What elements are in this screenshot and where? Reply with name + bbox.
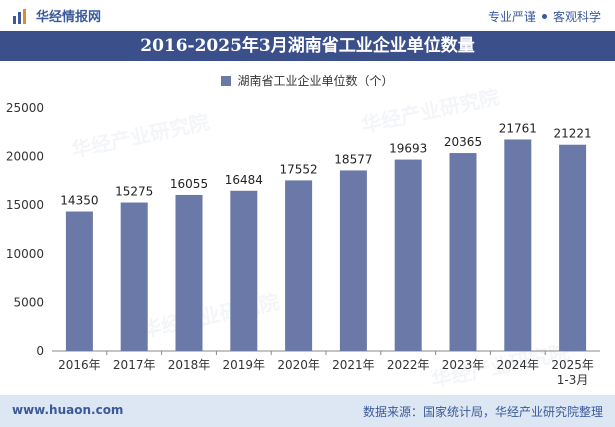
legend-swatch: [221, 75, 232, 86]
y-tick-label: 0: [36, 344, 44, 358]
footer: www.huaon.com 数据来源：国家统计局，华经产业研究院整理: [0, 395, 615, 427]
data-label: 21761: [499, 121, 537, 135]
x-tick-label: 2017年: [113, 358, 156, 372]
y-tick-label: 15000: [6, 198, 44, 212]
bar: [394, 159, 422, 351]
bar: [449, 153, 477, 351]
legend-label: 湖南省工业企业单位数（个）: [237, 74, 394, 88]
x-tick-label: 2019年: [223, 358, 266, 372]
bar: [559, 144, 587, 351]
legend: 湖南省工业企业单位数（个）: [0, 72, 615, 89]
bar: [230, 190, 258, 351]
data-label: 15275: [115, 185, 153, 199]
bar: [120, 202, 148, 351]
brand[interactable]: 华经情报网: [12, 6, 101, 25]
data-label: 19693: [389, 142, 427, 156]
website-link[interactable]: www.huaon.com: [12, 403, 124, 417]
bar: [339, 170, 367, 351]
chart-title: 2016-2025年3月湖南省工业企业单位数量: [0, 31, 615, 61]
y-tick-label: 20000: [6, 150, 44, 164]
y-tick-label: 5000: [13, 295, 44, 309]
x-tick-label: 2025年 1-3月: [551, 358, 594, 387]
bar: [285, 180, 313, 351]
x-tick-label: 2018年: [168, 358, 211, 372]
y-tick-label: 25000: [6, 101, 44, 115]
tagline-right: 客观科学: [552, 10, 601, 24]
x-tick-label: 2021年: [332, 358, 375, 372]
data-label: 21221: [554, 127, 592, 141]
brand-name: 华经情报网: [36, 10, 102, 25]
data-label: 18577: [334, 152, 372, 166]
x-tick-label: 2020年: [277, 358, 320, 372]
top-bar: 华经情报网 专业严谨 客观科学: [0, 0, 615, 30]
x-tick-label: 2016年: [58, 358, 101, 372]
x-tick-label: 2024年: [497, 358, 540, 372]
bar: [65, 211, 93, 351]
tagline: 专业严谨 客观科学: [488, 8, 601, 25]
bar: [504, 139, 532, 351]
tagline-left: 专业严谨: [487, 10, 536, 24]
data-label: 16055: [170, 177, 208, 191]
data-source: 数据来源：国家统计局，华经产业研究院整理: [362, 405, 603, 419]
data-label: 14350: [60, 194, 98, 208]
data-label: 17552: [280, 162, 318, 176]
data-label: 16484: [225, 173, 263, 187]
x-tick-label: 2023年: [442, 358, 485, 372]
bar: [175, 194, 203, 351]
data-label: 20365: [444, 135, 482, 149]
x-tick-label: 2022年: [387, 358, 430, 372]
logo-icon: [13, 8, 26, 24]
y-tick-label: 10000: [6, 247, 44, 261]
dot-icon: [541, 14, 547, 19]
